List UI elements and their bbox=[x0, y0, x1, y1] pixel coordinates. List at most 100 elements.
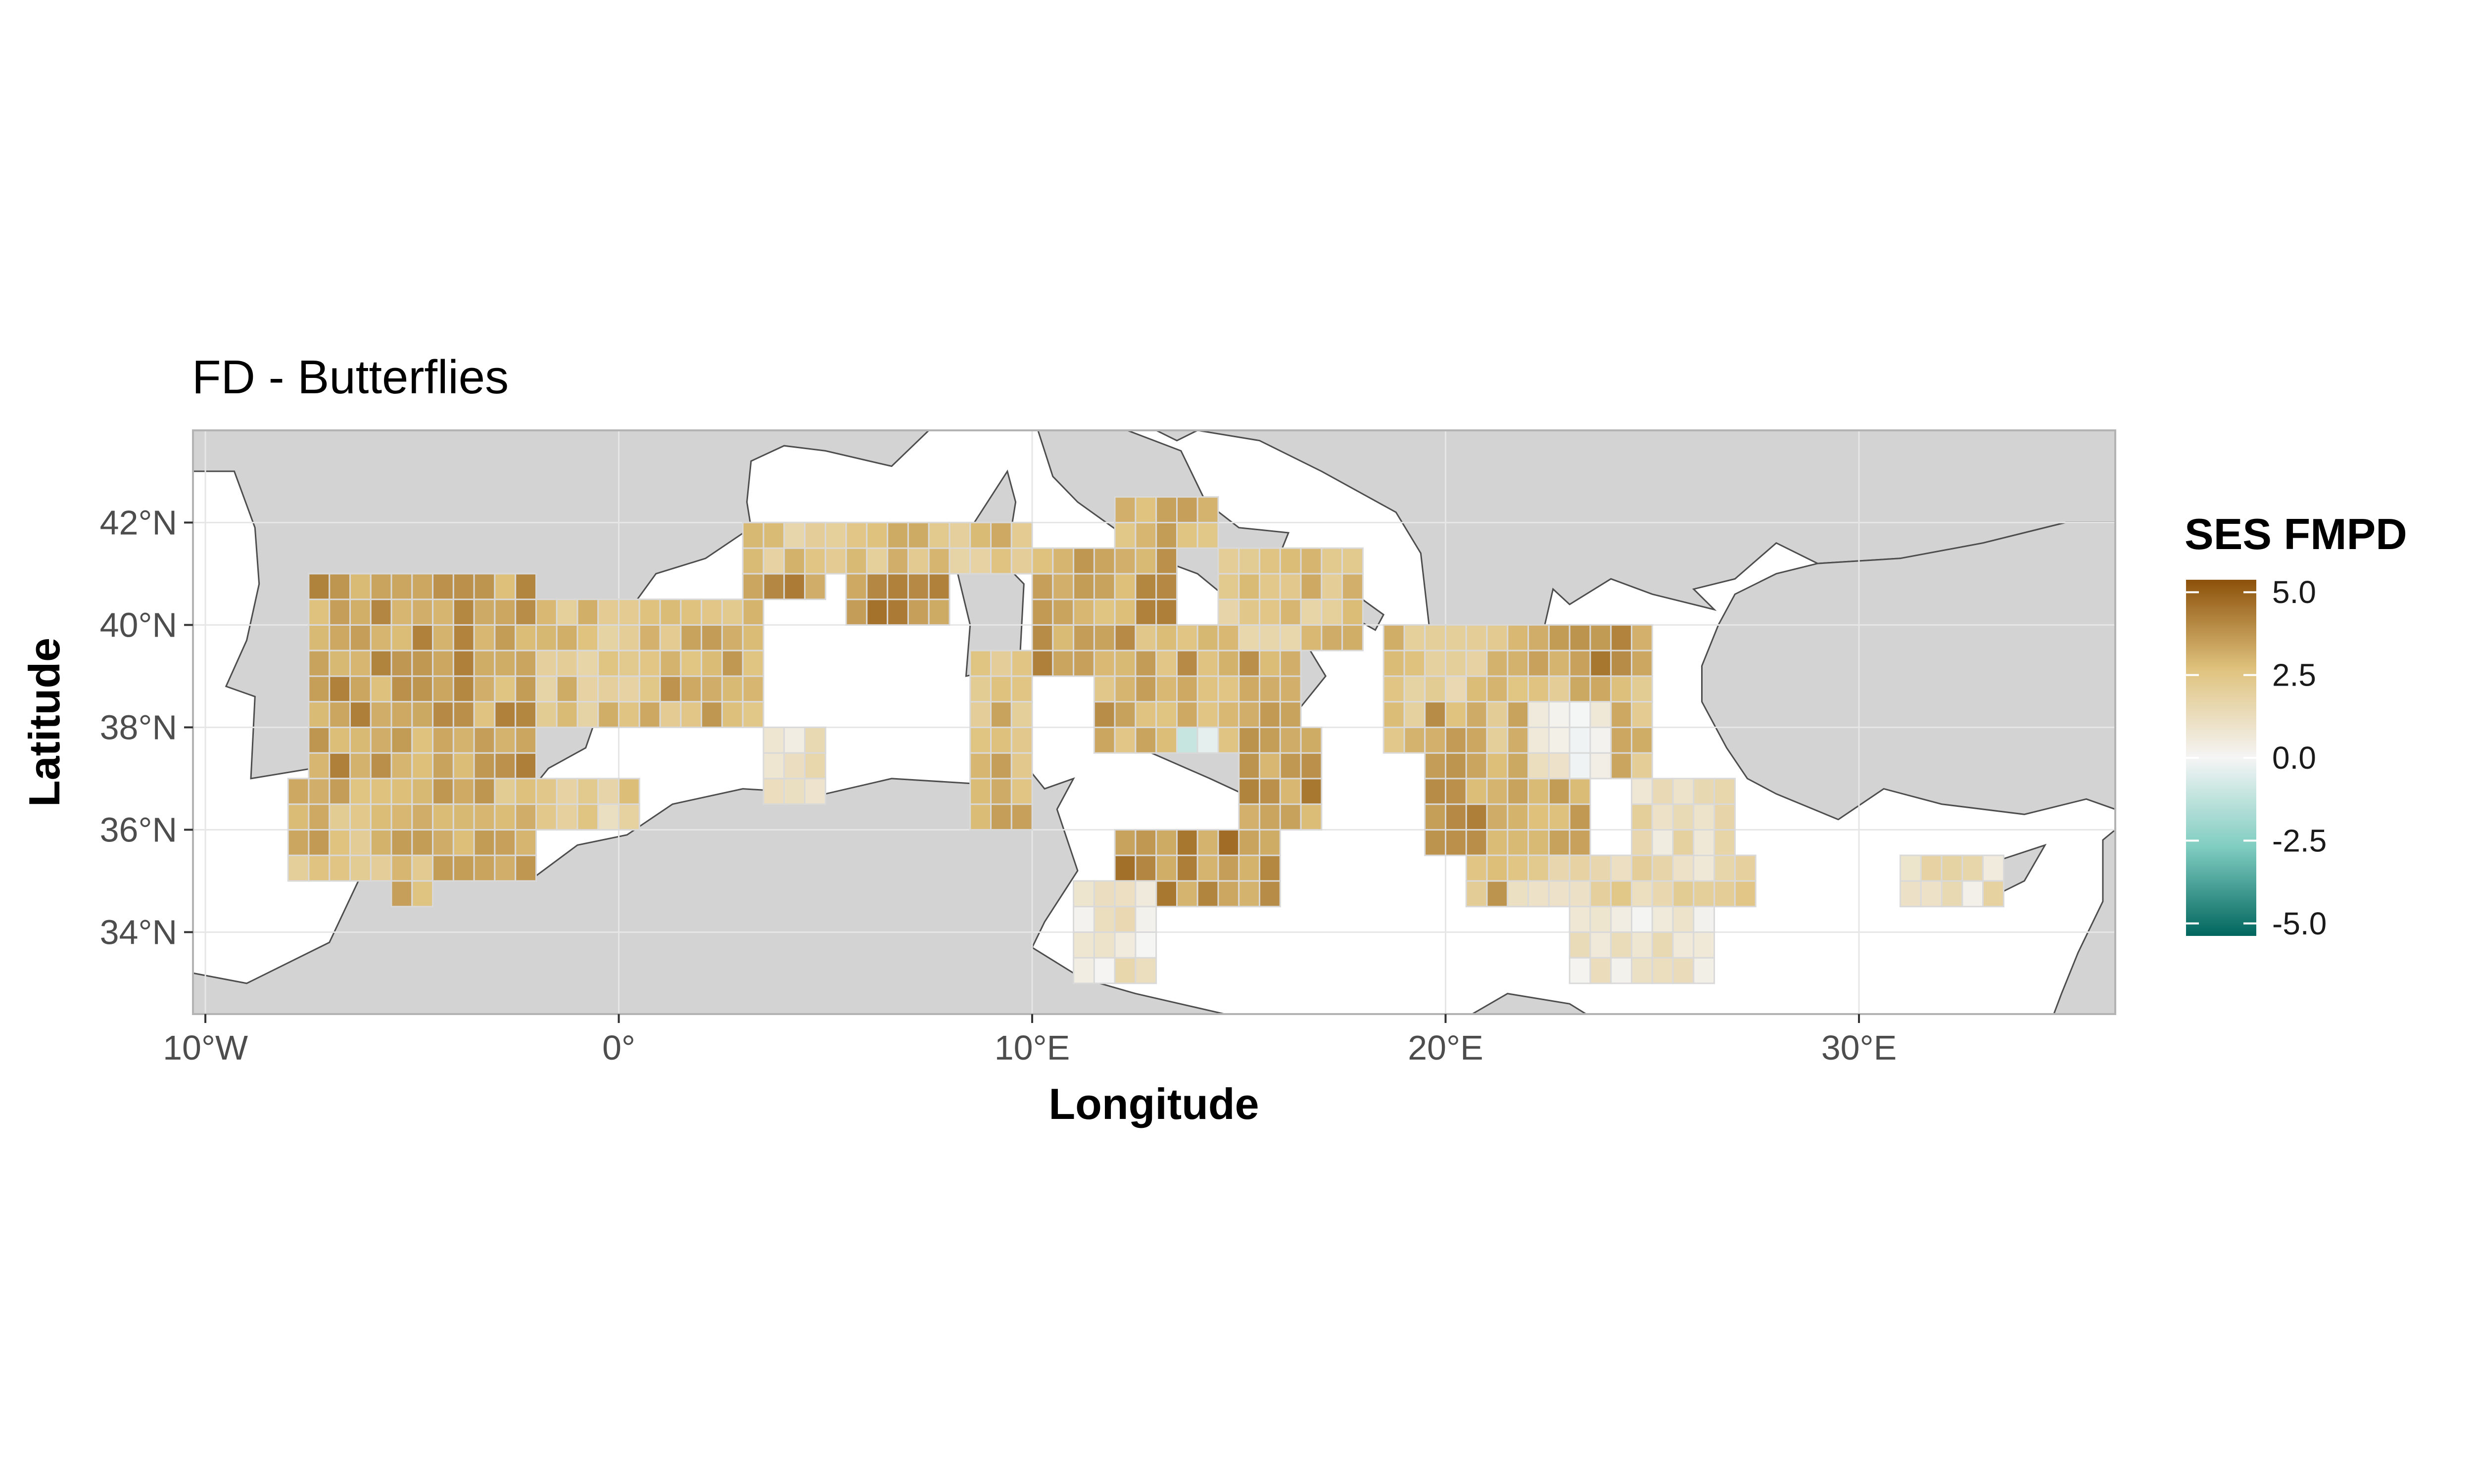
grid-cell bbox=[370, 675, 392, 703]
grid-cell bbox=[1403, 726, 1426, 754]
grid-cell bbox=[494, 675, 517, 703]
grid-cell bbox=[1589, 931, 1612, 959]
x-tick-label: 0° bbox=[602, 1028, 635, 1067]
grid-cell bbox=[1672, 829, 1695, 856]
grid-cell bbox=[1217, 624, 1240, 651]
grid-cell bbox=[1073, 599, 1095, 626]
grid-cell bbox=[515, 752, 537, 780]
grid-cell bbox=[1527, 803, 1550, 831]
grid-cell bbox=[990, 521, 1012, 549]
grid-cell bbox=[1279, 547, 1302, 575]
grid-cell bbox=[1631, 752, 1653, 780]
grid-cell bbox=[866, 547, 889, 575]
grid-cell bbox=[1010, 547, 1033, 575]
grid-cell bbox=[783, 752, 806, 780]
grid-cell bbox=[390, 573, 413, 601]
grid-cell bbox=[1176, 675, 1198, 703]
grid-cell bbox=[1465, 880, 1488, 908]
grid-cell bbox=[1135, 906, 1157, 933]
grid-cell bbox=[1527, 675, 1550, 703]
grid-cell bbox=[1259, 778, 1281, 805]
grid-cell bbox=[1693, 803, 1715, 831]
grid-cell bbox=[1382, 675, 1405, 703]
grid-cell bbox=[1445, 675, 1467, 703]
grid-cell bbox=[349, 649, 372, 677]
grid-cell bbox=[411, 803, 434, 831]
grid-cell bbox=[887, 573, 909, 601]
grid-cell bbox=[1114, 957, 1137, 984]
grid-cell bbox=[1093, 701, 1116, 728]
grid-cell bbox=[556, 778, 578, 805]
grid-cell bbox=[1279, 624, 1302, 651]
grid-cell bbox=[1135, 649, 1157, 677]
grid-cell bbox=[969, 701, 992, 728]
grid-cell bbox=[928, 599, 951, 626]
grid-cell bbox=[762, 778, 785, 805]
grid-cell bbox=[1486, 778, 1509, 805]
grid-cell bbox=[535, 599, 558, 626]
grid-cell bbox=[1073, 906, 1095, 933]
grid-cell bbox=[1424, 624, 1446, 651]
grid-cell bbox=[1961, 854, 1984, 882]
grid-cell bbox=[329, 649, 351, 677]
grid-cell bbox=[1052, 624, 1075, 651]
grid-cell bbox=[1569, 854, 1591, 882]
grid-cell bbox=[659, 675, 682, 703]
grid-cell bbox=[1507, 701, 1529, 728]
grid-cell bbox=[1073, 649, 1095, 677]
grid-cell bbox=[1114, 931, 1137, 959]
grid-cell bbox=[1465, 854, 1488, 882]
grid-cell bbox=[1651, 829, 1674, 856]
grid-cell bbox=[576, 803, 599, 831]
grid-cell bbox=[1507, 675, 1529, 703]
grid-cell bbox=[1135, 624, 1157, 651]
grid-cell bbox=[411, 624, 434, 651]
grid-cell bbox=[1259, 547, 1281, 575]
grid-cell bbox=[411, 752, 434, 780]
grid-cell bbox=[1238, 778, 1261, 805]
grid-cell bbox=[1589, 701, 1612, 728]
grid-cell bbox=[1672, 803, 1695, 831]
grid-cell bbox=[804, 778, 826, 805]
grid-cell bbox=[1507, 649, 1529, 677]
grid-cell bbox=[1217, 547, 1240, 575]
grid-cell bbox=[1589, 854, 1612, 882]
grid-cell bbox=[556, 624, 578, 651]
grid-cell bbox=[680, 624, 703, 651]
grid-cell bbox=[432, 829, 454, 856]
grid-cell bbox=[1279, 701, 1302, 728]
map-panel bbox=[192, 429, 2116, 1015]
grid-cell bbox=[1073, 880, 1095, 908]
grid-cell bbox=[1569, 880, 1591, 908]
grid-cell bbox=[742, 547, 764, 575]
grid-cell bbox=[1259, 573, 1281, 601]
grid-cell bbox=[742, 701, 764, 728]
legend-label: 2.5 bbox=[2272, 657, 2316, 693]
grid-cell bbox=[1569, 829, 1591, 856]
x-axis-title: Longitude bbox=[1048, 1079, 1259, 1128]
grid-cell bbox=[1548, 752, 1570, 780]
grid-cell bbox=[1527, 778, 1550, 805]
grid-cell bbox=[411, 675, 434, 703]
y-tick-label: 42°N bbox=[100, 503, 177, 542]
grid-cell bbox=[1548, 675, 1570, 703]
grid-cell bbox=[618, 624, 640, 651]
grid-cell bbox=[432, 649, 454, 677]
grid-cell bbox=[349, 573, 372, 601]
grid-cell bbox=[1176, 496, 1198, 523]
grid-cell bbox=[1527, 854, 1550, 882]
grid-cell bbox=[1279, 573, 1302, 601]
grid-cell bbox=[1010, 803, 1033, 831]
grid-cell bbox=[1217, 599, 1240, 626]
grid-cell bbox=[1465, 803, 1488, 831]
grid-cell bbox=[887, 521, 909, 549]
grid-cell bbox=[432, 803, 454, 831]
grid-cell bbox=[1010, 752, 1033, 780]
grid-cell bbox=[349, 803, 372, 831]
grid-cell bbox=[1135, 599, 1157, 626]
grid-cell bbox=[742, 521, 764, 549]
grid-cell bbox=[1052, 649, 1075, 677]
grid-cell bbox=[432, 599, 454, 626]
grid-cell bbox=[515, 829, 537, 856]
grid-cell bbox=[370, 778, 392, 805]
